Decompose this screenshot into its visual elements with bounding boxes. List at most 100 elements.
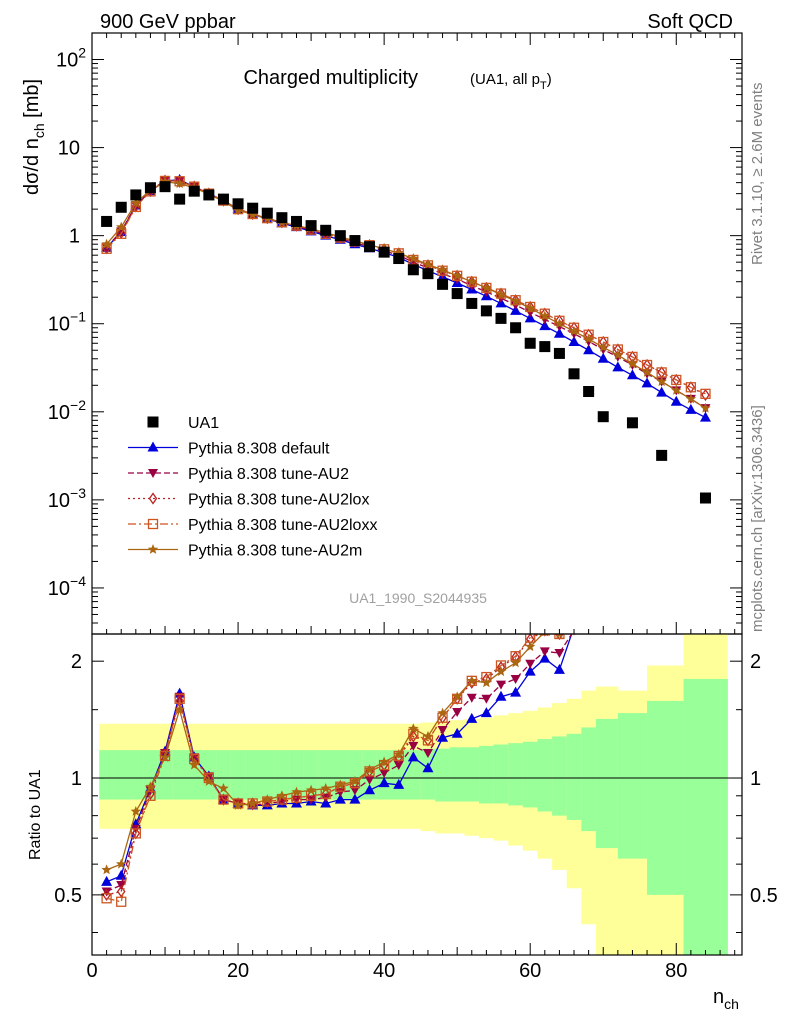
data-point-ua1 [188,185,200,197]
mc-point-default [670,395,682,406]
band-inner-bin [617,713,648,859]
ratio-point-AU2 [495,680,506,690]
mc-point-AU2m [422,259,434,269]
mc-point-AU2m [598,341,609,352]
mc-point-AU2m [159,176,171,187]
mc-point-AU2m [554,318,565,329]
band-inner-bin [595,718,619,849]
mc-point-AU2m [641,366,653,377]
mc-point-default [656,386,668,397]
data-point-ua1 [130,189,142,201]
data-point-ua1 [320,224,332,236]
main-series [101,173,711,504]
ratio-point-AU2lox [571,619,578,629]
data-point-ua1 [159,181,171,193]
ratio-point-AU2loxx [570,619,579,628]
ratio-point-default [553,663,565,674]
data-point-ua1 [334,230,346,242]
data-point-ua1 [378,246,390,258]
data-point-ua1 [451,288,463,300]
mc-point-AU2m [539,310,550,321]
main-panel: 10−4 10−3 10−2 10−1 1 10 102 UA1 Pythia 8.308 de… [48,32,743,635]
data-point-ua1 [437,278,449,290]
data-point-ua1 [203,189,215,201]
ratio-point-default [393,778,405,789]
mc-point-AU2m [481,282,492,293]
ratio-point-AU2m [393,749,404,759]
ratio-y-tick-label-right: 1 [750,768,761,790]
mc-point-AU2m [700,402,711,413]
ratio-point-AU2loxx [116,896,127,907]
ratio-line-AU2loxx [106,634,561,903]
y-axis-label-main: dσ/d nch [mb] [21,79,47,195]
data-point-ua1 [583,386,595,398]
ratio-point-AU2m [378,756,390,767]
ratio-point-default [524,665,536,676]
data-point-ua1 [393,253,405,265]
mc-point-AU2m [130,197,142,208]
band-inner-bin [479,745,495,804]
ratio-point-AU2loxx [130,828,141,839]
mc-point-AU2loxx [685,382,697,393]
ratio-point-default [495,690,507,701]
ratio-point-AU2m [437,707,448,718]
ratio-point-AU2 [481,694,492,704]
ratio-panel: 0 20 40 60 80 0.5 0.5 1 1 2 2 [54,619,778,982]
mc-point-AU2m [437,264,448,275]
main-y-tick-label: 10−3 [48,485,86,512]
main-title-suffix: (UA1, all pT) [470,71,552,92]
data-point-ua1 [539,341,551,353]
ratio-point-default [334,793,346,804]
ratio-series [101,619,579,907]
x-axis-label: nch [713,986,739,1012]
ratio-point-AU2m [408,723,419,734]
ratio-point-AU2m [291,786,302,797]
y-axis-label-text: dσ/d n [21,138,43,195]
ratio-point-AU2lox [409,730,418,743]
data-point-ua1 [568,368,580,380]
band-inner-bin [552,736,568,816]
data-point-ua1 [407,264,419,276]
mc-point-AU2m [247,209,258,219]
mc-point-default [553,327,565,338]
mc-line-AU2loxx [106,180,706,395]
legend-marker-AU2m [147,544,159,554]
ratio-point-AU2m [203,775,215,786]
ratio-point-default [510,686,522,697]
ratio-point-AU2m [174,704,185,715]
band-inner-bin [522,741,539,808]
ratio-point-default [407,751,419,762]
ratio-point-AU2loxx [554,634,565,640]
ratio-point-AU2m [159,751,171,762]
ratio-point-AU2 [101,887,112,897]
ratio-point-AU2m [276,790,288,801]
band-inner-bin [362,750,378,800]
main-y-tick-label: 10−4 [48,573,86,600]
ratio-point-default [451,727,463,738]
mc-point-AU2loxx [700,388,711,399]
data-point-ua1 [480,305,492,317]
mc-line-AU2lox [106,180,706,396]
ratio-point-AU2 [539,647,550,657]
data-point-ua1 [101,215,113,227]
ratio-point-AU2m [262,794,273,804]
mcplots-label: mcplots.cern.ch [arXiv:1306.3436] [749,405,766,632]
data-point-ua1 [364,241,376,253]
mc-point-AU2m [671,384,682,395]
mc-point-default [626,369,638,380]
ratio-y-tick-label: 0.5 [54,885,82,907]
mc-point-AU2m [101,238,112,249]
ratio-point-AU2m [130,806,142,816]
mc-line-default [106,179,706,419]
mc-point-AU2m [408,253,419,263]
ratio-y-tick-label-right: 0.5 [750,885,778,907]
mc-point-AU2loxx [671,374,682,386]
ratio-point-AU2m [189,759,200,770]
mc-point-default [539,320,551,331]
uncertainty-bands [99,634,728,955]
x-tick-label: 40 [373,960,395,982]
ratio-point-AU2m [320,783,331,793]
legend-marker-default [147,441,159,452]
band-inner-bin [128,750,144,800]
mc-point-AU2m [612,349,624,360]
